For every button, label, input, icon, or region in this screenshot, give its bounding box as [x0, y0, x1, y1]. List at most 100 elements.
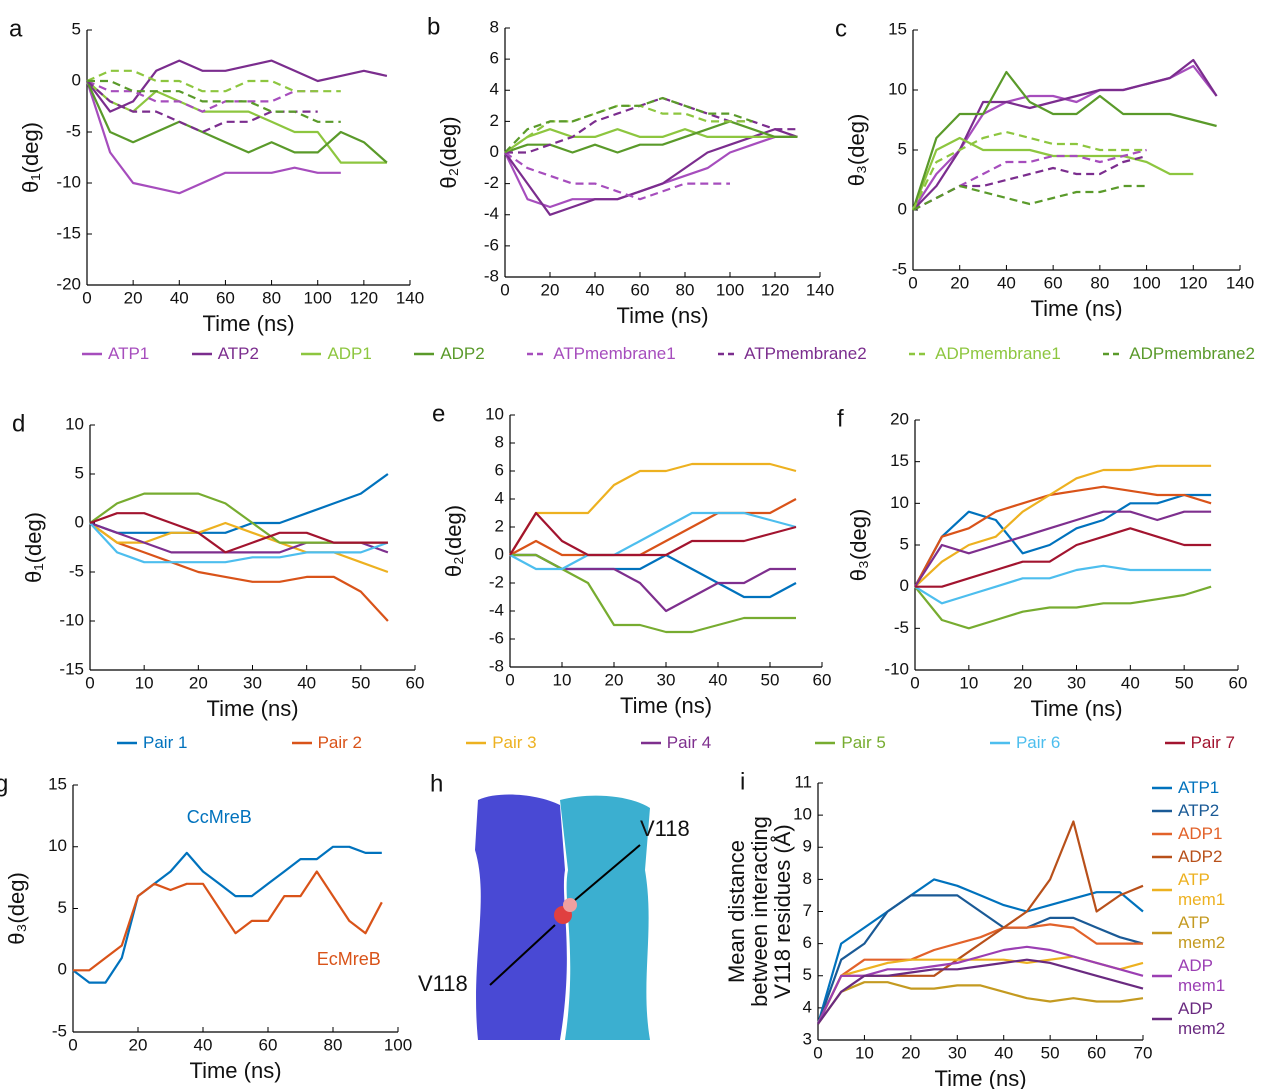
y-tick-label: 6 [495, 460, 504, 479]
x-tick-label: 140 [1226, 273, 1254, 292]
legend-text: ADP2 [440, 344, 484, 364]
y-tick-label: 7 [803, 901, 812, 920]
series-line [510, 555, 796, 597]
y-tick-label: 10 [48, 836, 67, 855]
legend-item: ATPmembrane1 [525, 344, 676, 364]
panel-letter: f [837, 405, 844, 432]
panel-letter: i [740, 768, 745, 795]
y-tick-label: 4 [495, 488, 504, 507]
x-tick-label: 80 [676, 280, 695, 299]
y-tick-label: -10 [56, 172, 81, 191]
y-tick-label: -20 [56, 274, 81, 293]
y-tick-label: -5 [892, 259, 907, 278]
legend-item: Pair 4 [639, 733, 711, 753]
y-tick-label: 10 [888, 79, 907, 98]
y-tick-label: -10 [59, 610, 84, 629]
series-line [90, 474, 388, 533]
legend-text: ATP mem2 [1178, 913, 1240, 953]
legend-item: ADP1 [299, 344, 371, 364]
legend-text: ATPmembrane2 [744, 344, 867, 364]
y-tick-label: 0 [75, 512, 84, 531]
series-line [505, 137, 798, 207]
legend-item: Pair 5 [813, 733, 885, 753]
panel-letter: a [9, 15, 23, 42]
y-axis-label: θ₃(deg) [4, 872, 29, 945]
y-axis-label: θ₂(deg) [441, 505, 466, 577]
x-tick-label: 40 [170, 288, 189, 307]
legend-swatch [988, 738, 1012, 748]
x-tick-label: 20 [950, 273, 969, 292]
x-tick-label: 20 [541, 280, 560, 299]
y-tick-label: 0 [58, 960, 67, 979]
y-tick-label: 4 [490, 80, 499, 99]
legend-swatch [639, 738, 663, 748]
y-tick-label: -4 [489, 600, 504, 619]
x-tick-label: 20 [124, 288, 143, 307]
x-tick-label: 100 [304, 288, 332, 307]
y-axis-label: θ₁(deg) [21, 512, 46, 583]
legend-swatch [1150, 1014, 1174, 1024]
chart: V118 V118 h 020406080100120140-20-15-10-… [0, 0, 1262, 1089]
x-tick-label: 140 [396, 288, 424, 307]
y-tick-label: 0 [490, 142, 499, 161]
legend-swatch [1150, 829, 1174, 839]
legend-item: ADP2 [412, 344, 484, 364]
y-tick-label: 0 [495, 544, 504, 563]
series-line [505, 129, 798, 215]
x-tick-label: 10 [855, 1043, 874, 1062]
y-axis-label: θ₁(deg) [18, 122, 43, 193]
x-tick-label: 20 [901, 1043, 920, 1062]
legend-item: Pair 2 [290, 733, 362, 753]
legend-swatch [1101, 349, 1125, 359]
y-axis-label: Mean distance [724, 840, 749, 983]
panel-letter: g [0, 770, 8, 797]
x-tick-label: 0 [505, 670, 514, 689]
y-tick-label: 11 [794, 772, 812, 791]
legend-swatch [1150, 806, 1174, 816]
y-axis-label: θ₃(deg) [846, 509, 871, 582]
y-tick-label: -2 [489, 572, 504, 591]
x-tick-label: 30 [657, 670, 676, 689]
series-line [510, 555, 796, 632]
y-tick-label: 0 [900, 576, 909, 595]
legend-item: ADP2 [1150, 847, 1260, 867]
x-tick-label: 80 [262, 288, 281, 307]
y-tick-label: 3 [803, 1029, 812, 1048]
y-tick-label: 0 [72, 70, 81, 89]
legend-item: ATP2 [1150, 801, 1260, 821]
residue [563, 898, 577, 912]
legend-text: ATP1 [1178, 778, 1240, 798]
series-line [818, 982, 1143, 1024]
x-tick-label: 40 [997, 273, 1016, 292]
series-line [510, 513, 796, 569]
y-tick-label: 5 [72, 19, 81, 38]
legend-item: ATP2 [190, 344, 259, 364]
x-tick-label: 40 [994, 1043, 1013, 1062]
y-tick-label: -6 [489, 628, 504, 647]
y-tick-label: 5 [58, 898, 67, 917]
y-tick-label: 5 [898, 139, 907, 158]
legend-item: ADP mem2 [1150, 999, 1260, 1039]
legend-text: Pair 1 [143, 733, 187, 753]
y-tick-label: 5 [75, 463, 84, 482]
series-line [913, 186, 1147, 210]
y-tick-label: 2 [490, 111, 499, 130]
legend-text: ATP1 [108, 344, 149, 364]
x-tick-label: 120 [350, 288, 378, 307]
legend-item: Pair 6 [988, 733, 1060, 753]
legend-swatch [1150, 783, 1174, 793]
x-tick-label: 40 [194, 1035, 213, 1054]
y-tick-label: -5 [52, 1021, 67, 1040]
legend-item: Pair 3 [464, 733, 536, 753]
panel-letter: b [427, 13, 440, 40]
legend-text: ATPmembrane1 [553, 344, 676, 364]
legend-swatch [1163, 738, 1187, 748]
residue-label: V118 [418, 971, 468, 996]
series-line [87, 81, 341, 122]
legend-swatch [1150, 852, 1174, 862]
y-axis-label: V118 residues (Å) [770, 824, 795, 998]
legend-swatch [412, 349, 436, 359]
series-line [915, 495, 1211, 587]
legend-item: ADP1 [1150, 824, 1260, 844]
